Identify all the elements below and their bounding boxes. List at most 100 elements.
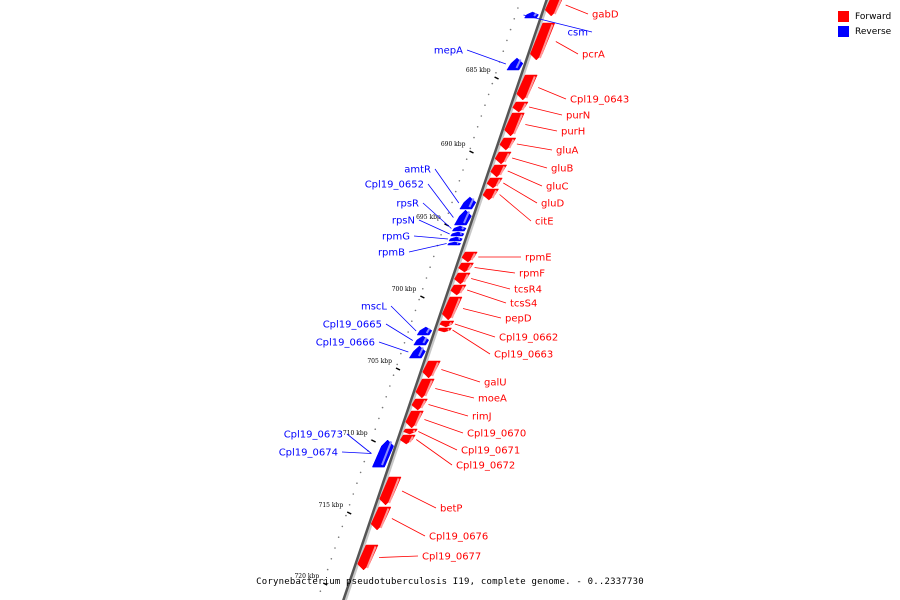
gene-tcsr4[interactable] [454,272,471,285]
gene-gabd[interactable] [544,0,564,17]
gene-label[interactable]: amtR [404,165,431,176]
gene-amtr[interactable] [459,196,477,210]
gene-highlight [463,274,469,283]
gene-purh[interactable] [504,112,525,137]
scale-tick-label: 685 kbp [466,67,491,74]
gene-rpme[interactable] [461,251,478,263]
gene-label[interactable]: Cpl19_0643 [570,95,629,106]
scale-dot [447,212,450,214]
gene-cpl19-0643[interactable] [516,74,538,101]
gene-label[interactable]: Cpl19_0674 [279,448,338,459]
gene-gluc[interactable] [490,164,508,178]
gene-highlight [459,232,462,235]
gene-glua[interactable] [499,137,517,151]
gene-label[interactable]: gabD [592,10,619,21]
gene-cpl19-0663[interactable] [437,327,452,333]
genome-caption: Corynebacterium pseudotuberculosis I19, … [256,577,644,587]
scale-dot [348,504,351,506]
gene-label[interactable]: rimJ [472,412,492,423]
gene-tcss4[interactable] [450,284,467,296]
reverse-swatch [838,26,849,37]
gene-cpl19-0676[interactable] [370,506,392,531]
gene-label[interactable]: rpmE [525,253,552,264]
gene-label[interactable]: Cpl19_0670 [467,429,526,440]
gene-pcra[interactable] [529,22,556,61]
gene-label[interactable]: mepA [434,46,463,57]
gene-cpl19-0652[interactable] [453,209,472,226]
gene-label[interactable]: Cpl19_0676 [429,532,488,543]
gene-galu[interactable] [422,360,441,379]
gene-betp[interactable] [379,476,402,506]
gene-cpl19-0671[interactable] [403,428,418,435]
gene-label[interactable]: gluA [556,146,578,157]
gene-label[interactable]: purN [566,111,590,122]
gene-label[interactable]: pcrA [582,50,605,61]
gene-label[interactable]: pepD [505,314,532,325]
gene-label[interactable]: rpsR [396,199,419,210]
gene-pepd[interactable] [441,296,463,321]
gene-cite[interactable] [482,188,500,201]
gene-label[interactable]: Cpl19_0666 [316,338,375,349]
gene-cpl19-0665[interactable] [413,335,430,346]
gene-cpl19-0662[interactable] [439,320,455,328]
gene-cpl19-0674[interactable] [372,439,394,468]
gene-cpl19-0672[interactable] [399,434,416,445]
scale-dot [421,288,424,290]
gene-cpl19-0677[interactable] [357,544,379,571]
gene-glub[interactable] [494,151,512,165]
gene-label[interactable]: Cpl19_0663 [494,350,553,361]
gene-label[interactable]: Cpl19_0677 [422,552,481,563]
scale-dot [396,363,398,366]
gene-glud[interactable] [486,177,503,189]
gene-label[interactable]: rpmB [378,248,405,259]
gene-label[interactable]: gluB [551,164,573,175]
gene-rpmb[interactable] [447,241,462,246]
gene-label[interactable]: gluC [546,182,568,193]
gene-label[interactable]: Cpl19_0662 [499,333,558,344]
gene-rimj[interactable] [411,398,428,411]
gene-label[interactable]: purH [561,127,585,138]
reverse-label: Reverse [855,26,892,37]
scale-tick [371,439,376,443]
gene-cpl19-0666[interactable] [408,345,426,359]
gene-label[interactable]: rpmF [519,269,545,280]
gene-label[interactable]: Cpl19_0665 [323,320,382,331]
gene-leader-line [507,170,543,187]
gene-arrow [399,434,416,445]
gene-label[interactable]: tcsR4 [514,285,542,296]
gene-label[interactable]: Cpl19_0673 [284,430,343,441]
gene-label[interactable]: Cpl19_0652 [365,180,424,191]
gene-mepa[interactable] [506,57,524,71]
gene-cpl19-0670[interactable] [405,410,424,429]
gene-rpsn[interactable] [450,231,465,237]
gene-moea[interactable] [415,378,435,399]
gene-leader-line [441,369,481,383]
scale-dot [451,201,453,204]
gene-label[interactable]: Cpl19_0672 [456,461,515,472]
gene-highlight [408,436,414,443]
gene-label[interactable]: rpmG [382,232,410,243]
gene-label[interactable]: moeA [478,394,507,405]
gene-rpmf[interactable] [458,262,474,273]
gene-label[interactable]: Cpl19_0671 [461,446,520,457]
gene-purn[interactable] [512,101,529,113]
scale-tick [346,511,352,515]
scale-tick [395,367,401,371]
legend-forward: Forward [838,9,891,24]
gene-label[interactable]: tcsS4 [510,299,537,310]
gene-rpsr[interactable] [451,225,467,232]
gene-label[interactable]: csm [568,28,588,39]
gene-rpmg[interactable] [448,236,463,242]
gene-label[interactable]: gluD [541,199,564,210]
gene-mscl[interactable] [416,326,433,336]
gene-highlight [499,166,506,176]
gene-highlight [503,153,510,163]
gene-leader-line [466,49,507,65]
gene-label[interactable]: galU [484,378,507,389]
gene-label[interactable]: citE [535,217,554,228]
gene-label[interactable]: mscL [361,302,387,313]
gene-label[interactable]: betP [440,504,462,515]
scale-tick-label: 710 kbp [343,430,368,437]
gene-label[interactable]: rpsN [392,216,415,227]
scale-dot [378,417,380,420]
